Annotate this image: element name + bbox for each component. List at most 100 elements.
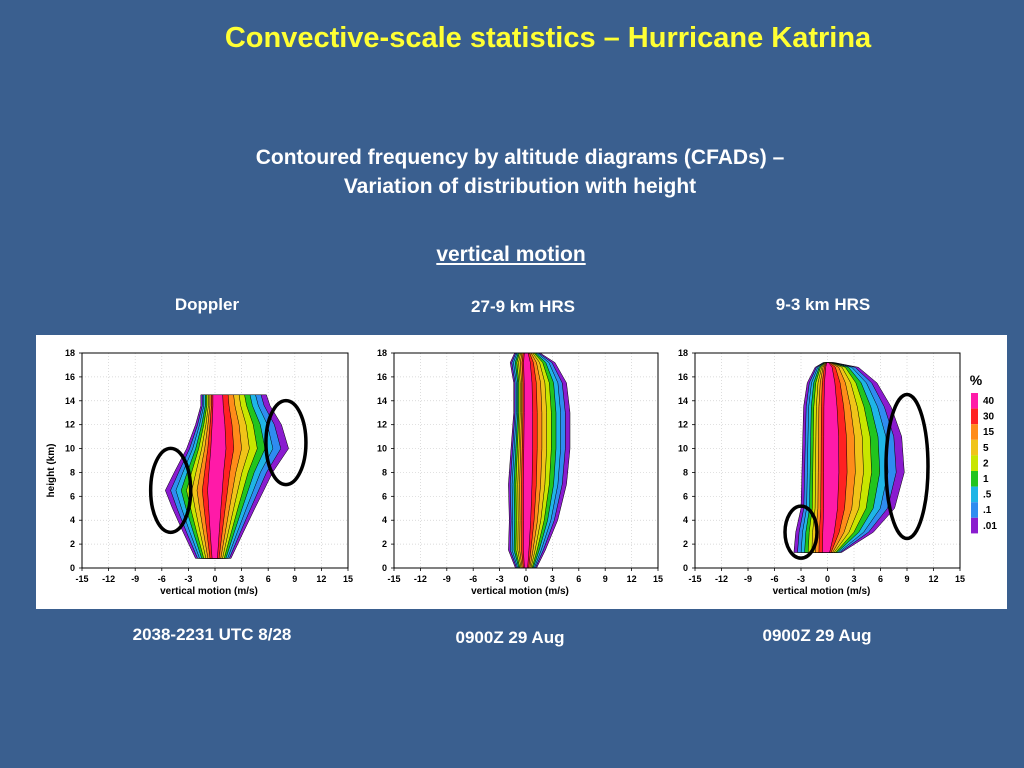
colorbar-swatch <box>971 439 978 456</box>
y-axis-label: height (km) <box>46 444 57 498</box>
colorbar-swatch <box>971 502 978 518</box>
panel-label-9-3km: 9-3 km HRS <box>775 295 871 314</box>
y-tick-label: 4 <box>70 515 75 525</box>
x-tick-label: 12 <box>316 574 326 584</box>
cfad-panel-3: -15 -12 -9 -6 -3 0 3 6 9 12 15 0 2 4 6 8 10 12 14 16 18 verti… <box>678 348 965 597</box>
y-tick-label: 8 <box>70 467 75 477</box>
x-tick-label: 12 <box>627 574 637 584</box>
colorbar-swatch <box>971 486 978 503</box>
slide-title: Convective-scale statistics – Hurricane … <box>224 22 872 54</box>
x-tick-label: 3 <box>851 574 856 584</box>
x-tick-label: -15 <box>387 574 400 584</box>
y-tick-label: 0 <box>382 563 387 573</box>
x-tick-label: -15 <box>688 574 701 584</box>
y-tick-label: 14 <box>65 396 75 406</box>
panel-caption-doppler: 2038-2231 UTC 8/28 <box>132 625 292 644</box>
colorbar-level-label: .1 <box>983 505 992 516</box>
x-tick-label: -15 <box>75 574 88 584</box>
topic-heading: vertical motion <box>436 243 586 266</box>
y-tick-label: 4 <box>382 515 387 525</box>
colorbar-swatch <box>971 424 978 440</box>
colorbar-level-label: 15 <box>983 427 995 438</box>
x-axis-label: vertical motion (m/s) <box>160 586 258 597</box>
x-tick-label: -9 <box>131 574 139 584</box>
cfad-svg: -15 -12 -9 -6 -3 0 3 6 9 12 15024681012141618verti… <box>46 348 997 597</box>
y-tick-label: 6 <box>70 491 75 501</box>
x-tick-label: 9 <box>904 574 909 584</box>
x-tick-label: 3 <box>239 574 244 584</box>
x-tick-label: 15 <box>343 574 353 584</box>
y-tick-label: 4 <box>683 515 688 525</box>
y-tick-label: 16 <box>65 372 75 382</box>
colorbar-title: % <box>970 372 983 388</box>
y-tick-label: 16 <box>377 372 387 382</box>
x-tick-label: 0 <box>825 574 830 584</box>
y-tick-label: 6 <box>683 491 688 501</box>
highlight-ellipse <box>148 446 193 535</box>
x-tick-label: 9 <box>603 574 608 584</box>
y-tick-label: 12 <box>65 420 75 430</box>
x-tick-label: -3 <box>797 574 805 584</box>
y-tick-label: 8 <box>683 467 688 477</box>
contour-band-1 <box>207 394 227 559</box>
contour-band-1 <box>822 362 840 553</box>
colorbar-level-label: 5 <box>983 443 989 454</box>
x-tick-label: -6 <box>158 574 166 584</box>
colorbar-level-label: 30 <box>983 412 995 423</box>
colorbar-swatch <box>971 455 978 471</box>
colorbar-swatch <box>971 517 978 534</box>
colorbar-level-label: .01 <box>983 521 997 532</box>
y-tick-label: 2 <box>70 539 75 549</box>
x-tick-label: 3 <box>550 574 555 584</box>
highlight-ellipse <box>264 398 308 487</box>
y-tick-label: 14 <box>678 396 688 406</box>
colorbar-swatch <box>971 393 978 409</box>
x-tick-label: 6 <box>266 574 271 584</box>
highlight-ellipse <box>884 392 930 541</box>
x-tick-label: 12 <box>928 574 938 584</box>
x-tick-label: 6 <box>576 574 581 584</box>
x-tick-label: 6 <box>878 574 883 584</box>
x-tick-label: 15 <box>955 574 965 584</box>
colorbar-swatch <box>971 408 978 425</box>
x-tick-label: 9 <box>292 574 297 584</box>
y-tick-label: 12 <box>678 420 688 430</box>
y-tick-label: 10 <box>65 444 75 454</box>
x-tick-label: 0 <box>523 574 528 584</box>
x-tick-label: -3 <box>184 574 192 584</box>
cfad-figure: -15 -12 -9 -6 -3 0 3 6 9 12 15 0 2 4 6 8 10 12 14 16 18 verti… <box>36 335 1007 609</box>
y-tick-label: 18 <box>678 348 688 358</box>
slide-subtitle-line1: Contoured frequency by altitude diagrams… <box>255 146 785 169</box>
x-axis-label: vertical motion (m/s) <box>773 586 871 597</box>
y-tick-label: 2 <box>382 539 387 549</box>
y-tick-label: 16 <box>678 372 688 382</box>
x-tick-label: -3 <box>496 574 504 584</box>
cfad-panel-1: -15 -12 -9 -6 -3 0 3 6 9 12 15 0 2 4 6 8 10 12 14 16 18 verti… <box>46 348 353 597</box>
x-tick-label: -6 <box>469 574 477 584</box>
y-tick-label: 0 <box>683 563 688 573</box>
y-tick-label: 6 <box>382 491 387 501</box>
highlight-ellipse <box>783 504 819 560</box>
y-tick-label: 10 <box>377 444 387 454</box>
panel-caption-9-3km: 0900Z 29 Aug <box>762 626 872 645</box>
y-tick-label: 0 <box>70 563 75 573</box>
x-tick-label: 15 <box>653 574 663 584</box>
colorbar-swatch <box>971 471 978 487</box>
panel-label-27-9km: 27-9 km HRS <box>471 297 575 316</box>
panel-caption-27-9km: 0900Z 29 Aug <box>455 628 565 647</box>
colorbar: %40 30 15 5 2 1 .5 .1 .01 <box>970 372 997 534</box>
x-tick-label: -6 <box>770 574 778 584</box>
colorbar-level-label: 1 <box>983 474 989 485</box>
cfad-panel-2: -15 -12 -9 -6 -3 0 3 6 9 12 15 0 2 4 6 8 10 12 14 16 18 verti… <box>377 348 663 597</box>
x-tick-label: -9 <box>443 574 451 584</box>
slide-subtitle-line2: Variation of distribution with height <box>343 175 697 198</box>
colorbar-level-label: 40 <box>983 396 995 407</box>
panel-label-doppler: Doppler <box>174 295 240 314</box>
x-tick-label: -12 <box>102 574 115 584</box>
x-tick-label: -9 <box>744 574 752 584</box>
y-tick-label: 8 <box>382 467 387 477</box>
y-tick-label: 18 <box>65 348 75 358</box>
y-tick-label: 14 <box>377 396 387 406</box>
colorbar-level-label: .5 <box>983 490 992 501</box>
y-tick-label: 18 <box>377 348 387 358</box>
